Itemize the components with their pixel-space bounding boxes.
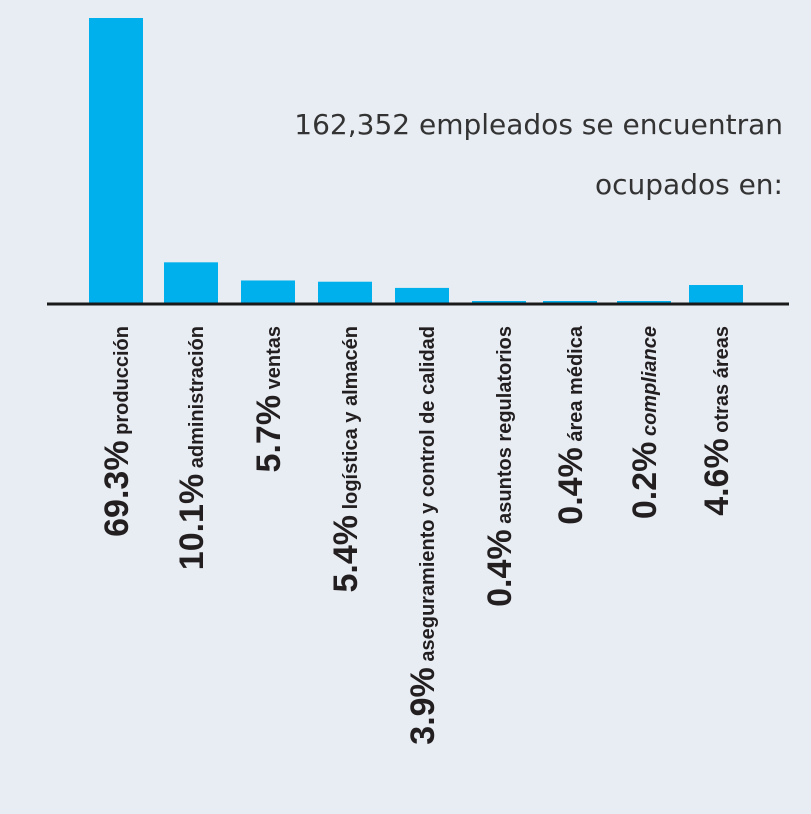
value-label-2: 5.7% bbox=[250, 395, 288, 473]
category-name-6: área médica bbox=[565, 325, 587, 447]
category-name-4: aseguramiento y control de calidad bbox=[417, 326, 439, 667]
chart-title-line-1: 162,352 empleados se encuentran bbox=[294, 108, 783, 141]
category-name-1: administración bbox=[186, 326, 208, 474]
category-label-0: 69.3% producción bbox=[98, 326, 136, 537]
bar-0 bbox=[89, 18, 143, 304]
category-label-3: 5.4% logística y almacén bbox=[327, 326, 365, 592]
value-label-5: 0.4% bbox=[481, 529, 519, 607]
category-name-8: otras áreas bbox=[711, 326, 733, 438]
bar-8 bbox=[689, 285, 743, 304]
chart-title-line-2: ocupados en: bbox=[594, 168, 783, 201]
value-label-3: 5.4% bbox=[327, 515, 365, 593]
category-label-8: 4.6% otras áreas bbox=[698, 326, 736, 516]
category-label-4: 3.9% aseguramiento y control de calidad bbox=[404, 326, 442, 745]
value-label-7: 0.2% bbox=[626, 442, 664, 520]
bar-4 bbox=[395, 287, 449, 304]
category-label-5: 0.4% asuntos regulatorios bbox=[481, 326, 519, 607]
value-label-0: 69.3% bbox=[98, 440, 136, 536]
bar-1 bbox=[164, 262, 218, 304]
category-name-7: compliance bbox=[639, 326, 661, 442]
category-label-7: 0.2% compliance bbox=[626, 326, 664, 519]
category-name-5: asuntos regulatorios bbox=[494, 326, 516, 529]
value-label-4: 3.9% bbox=[404, 667, 442, 745]
bars-group bbox=[89, 18, 743, 304]
category-label-1: 10.1% administración bbox=[173, 326, 211, 570]
category-name-2: ventas bbox=[263, 326, 285, 395]
category-name-0: producción bbox=[111, 326, 133, 440]
value-label-6: 0.4% bbox=[552, 447, 590, 525]
bar-2 bbox=[241, 280, 295, 304]
category-label-2: 5.7% ventas bbox=[250, 326, 288, 472]
value-label-8: 4.6% bbox=[698, 438, 736, 516]
value-label-1: 10.1% bbox=[173, 474, 211, 570]
category-labels-group: 69.3% producción 10.1% administración 5.7%… bbox=[98, 325, 736, 745]
bar-3 bbox=[318, 281, 372, 304]
category-label-6: 0.4% área médica bbox=[552, 325, 590, 525]
category-name-3: logística y almacén bbox=[340, 326, 362, 515]
